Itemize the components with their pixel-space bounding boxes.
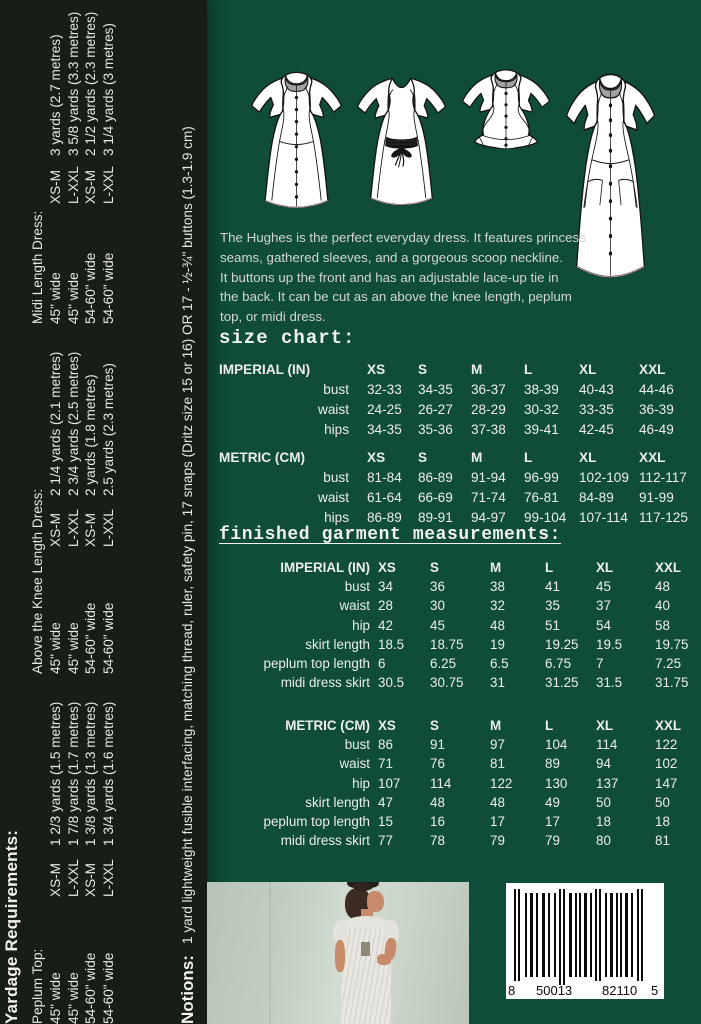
svg-text:50013: 50013 xyxy=(536,983,572,998)
svg-text:82110: 82110 xyxy=(602,983,637,998)
svg-text:5: 5 xyxy=(651,983,658,998)
svg-text:8: 8 xyxy=(508,983,515,998)
